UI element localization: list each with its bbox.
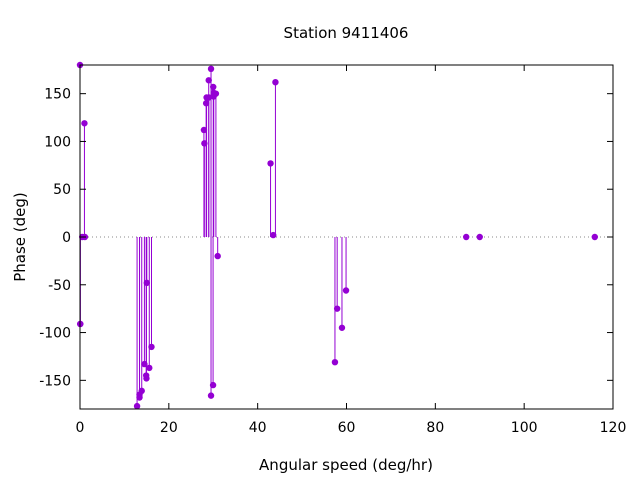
data-point	[591, 233, 598, 241]
x-tick-label: 20	[160, 420, 178, 436]
y-axis-ticks: -150 -100 -50 0 50 100 150	[39, 87, 613, 389]
y-tick-label: -50	[48, 278, 71, 294]
x-tick-label: 80	[426, 420, 444, 436]
y-tick-label: 150	[44, 87, 71, 103]
data-point	[146, 364, 153, 372]
data-point	[267, 160, 274, 167]
data-point	[331, 358, 339, 366]
data-point	[209, 381, 217, 389]
data-point	[201, 140, 208, 147]
y-tick-label: -100	[39, 326, 71, 342]
data-point	[272, 79, 279, 86]
x-tick-label: 100	[511, 420, 538, 436]
data-point	[342, 287, 350, 294]
data-point	[148, 343, 155, 351]
data-point	[333, 305, 341, 312]
y-axis-title: Phase (deg)	[11, 192, 29, 282]
data-point	[338, 324, 346, 331]
x-tick-label: 40	[249, 420, 267, 436]
data-point	[207, 65, 215, 73]
x-axis-title: Angular speed (deg/hr)	[259, 456, 433, 474]
y-tick-label: 0	[62, 230, 71, 246]
data-point	[463, 233, 470, 241]
data-point	[214, 252, 221, 260]
x-tick-label: 0	[76, 420, 85, 436]
data-point	[205, 77, 212, 84]
impulse-layer	[79, 65, 347, 407]
chart-title: Station 9411406	[284, 24, 409, 42]
data-point	[141, 360, 148, 368]
data-point	[138, 387, 145, 395]
data-point	[202, 100, 210, 107]
x-tick-label: 60	[338, 420, 356, 436]
data-point	[207, 392, 215, 399]
data-point	[210, 83, 217, 91]
data-point	[205, 94, 213, 101]
x-tick-label: 120	[600, 420, 627, 436]
data-point	[270, 231, 277, 239]
point-layer	[76, 61, 598, 410]
x-axis-ticks: 0 20 40 60 80 100 120	[76, 65, 627, 436]
data-point	[476, 233, 483, 241]
y-tick-label: 50	[53, 182, 71, 198]
data-point	[133, 402, 141, 410]
data-point	[81, 120, 88, 127]
y-tick-label: -150	[39, 373, 71, 389]
data-point	[212, 90, 220, 97]
data-point	[200, 126, 208, 134]
data-point	[143, 375, 150, 382]
y-tick-label: 100	[44, 134, 71, 150]
data-point	[143, 279, 151, 287]
